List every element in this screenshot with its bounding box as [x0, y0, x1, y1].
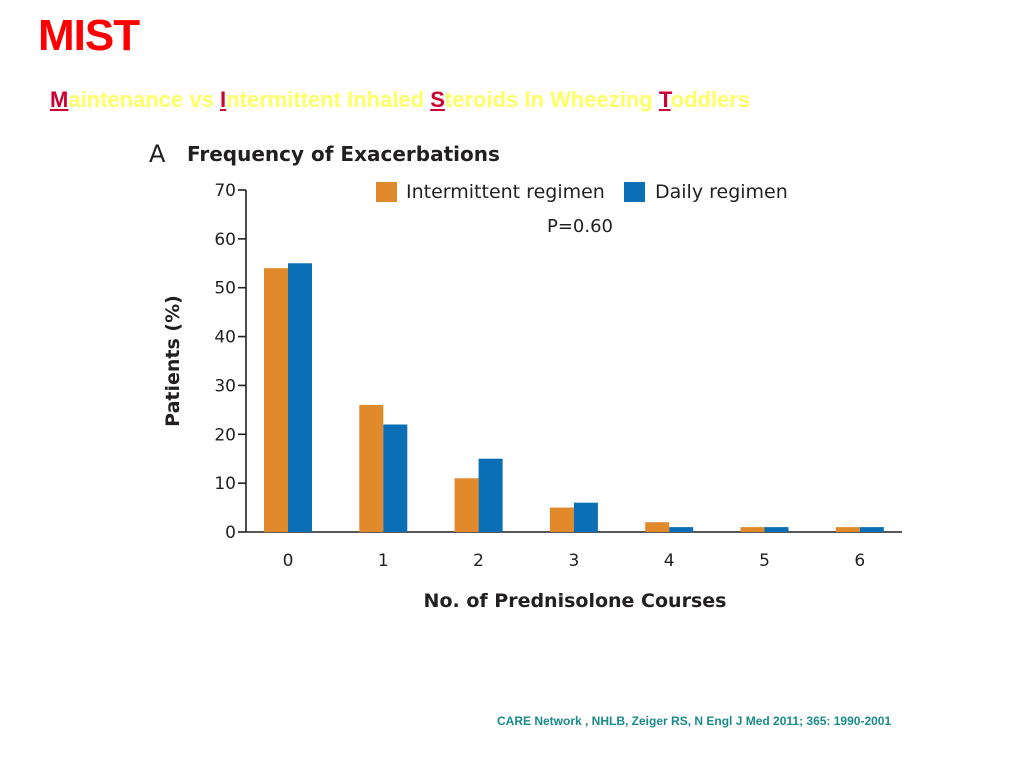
- bar-intermittent: [740, 527, 765, 532]
- subtitle-initial-s: S: [430, 87, 445, 112]
- bar-intermittent: [835, 527, 860, 532]
- bar-daily: [573, 502, 598, 532]
- subtitle-word-maintenance: aintenance vs: [68, 87, 220, 112]
- y-tick-label: 20: [214, 425, 236, 445]
- legend-swatch: [624, 182, 645, 202]
- bar-intermittent: [645, 522, 670, 532]
- x-tick-label: 2: [473, 551, 484, 571]
- bar-daily: [478, 458, 503, 532]
- subtitle-initial-t: T: [658, 87, 671, 112]
- subtitle-word-steroids: teroids In Wheezing: [444, 87, 659, 112]
- y-tick-label: 40: [214, 328, 236, 348]
- y-tick-label: 10: [214, 474, 236, 494]
- bar-daily: [383, 424, 408, 532]
- x-tick-label: 3: [568, 551, 579, 571]
- subtitle-word-toddlers: oddlers: [670, 87, 751, 112]
- bar-intermittent: [549, 507, 574, 532]
- subtitle-initial-i: I: [219, 87, 227, 112]
- x-axis-title: No. of Prednisolone Courses: [424, 590, 727, 612]
- x-tick-label: 1: [378, 551, 389, 571]
- p-value-annotation: P=0.60: [547, 216, 613, 237]
- x-tick-label: 5: [759, 551, 770, 571]
- y-axis-title: Patients (%): [162, 295, 184, 427]
- bar-daily: [764, 527, 789, 532]
- bar-daily: [288, 263, 312, 532]
- y-tick-label: 50: [214, 279, 236, 299]
- bar-intermittent: [359, 404, 384, 532]
- x-tick-label: 4: [664, 551, 675, 571]
- subtitle-word-intermittent: ntermittent Inhaled: [226, 87, 431, 112]
- panel-label: A: [149, 140, 166, 168]
- y-tick-label: 0: [225, 523, 236, 543]
- bar-daily: [669, 527, 694, 532]
- legend-swatch: [376, 182, 397, 202]
- y-tick-label: 30: [214, 376, 236, 396]
- subtitle-initial-m: M: [50, 87, 69, 112]
- citation: CARE Network , NHLB, Zeiger RS, N Engl J…: [497, 714, 892, 728]
- y-tick-label: 60: [214, 230, 236, 250]
- y-tick-label: 70: [214, 181, 236, 201]
- bar-intermittent: [454, 478, 479, 532]
- bar-daily: [859, 527, 884, 532]
- x-tick-label: 6: [854, 551, 865, 571]
- chart-title: Frequency of Exacerbations: [187, 142, 500, 166]
- bar-intermittent: [264, 268, 288, 532]
- slide-title: MIST: [38, 11, 140, 60]
- x-tick-label: 0: [283, 551, 294, 571]
- legend-label: Daily regimen: [655, 181, 788, 203]
- legend-label: Intermittent regimen: [406, 181, 605, 203]
- slide-subtitle: Maintenance vs Intermittent Inhaled Ster…: [50, 87, 750, 113]
